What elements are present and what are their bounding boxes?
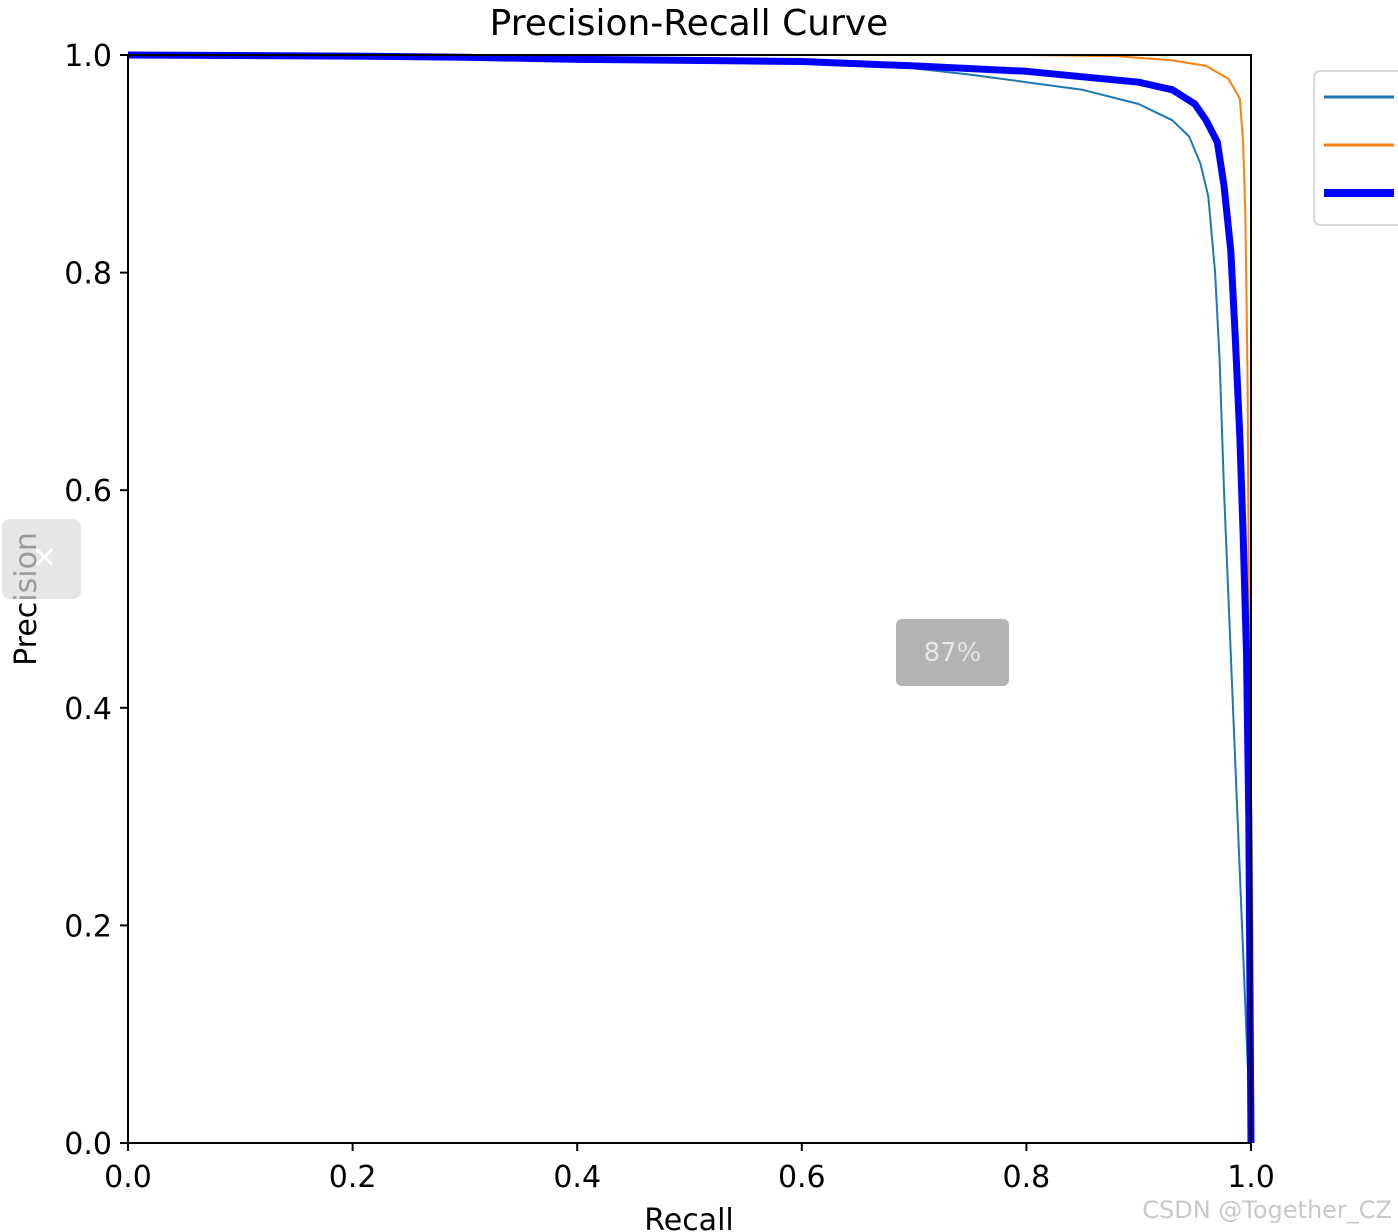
x-axis: 0.0 0.2 0.4 0.6 0.8 1.0 <box>104 1143 1275 1195</box>
axes-frame <box>127 54 1252 1144</box>
x-tick-label: 0.0 <box>104 1160 152 1195</box>
plot-area <box>127 51 1255 1144</box>
close-icon[interactable]: ✕ <box>32 541 58 576</box>
legend <box>1313 70 1398 226</box>
y-axis: 0.0 0.2 0.4 0.6 0.8 1.0 <box>64 39 128 1162</box>
y-tick-label: 0.6 <box>64 474 112 509</box>
y-tick-label: 1.0 <box>64 39 112 74</box>
series-line-1 <box>127 54 1252 1144</box>
series-line-2 <box>128 54 1252 1144</box>
y-tick-label: 0.0 <box>64 1127 112 1162</box>
x-tick-label: 0.6 <box>778 1160 826 1195</box>
watermark: CSDN @Together_CZ <box>1142 1196 1392 1224</box>
zoom-level-badge: 87% <box>896 619 1009 686</box>
x-tick-label: 0.4 <box>553 1160 601 1195</box>
y-tick-label: 0.2 <box>64 909 112 944</box>
x-tick-label: 0.8 <box>1003 1160 1051 1195</box>
x-axis-label: Recall <box>644 1203 734 1232</box>
y-tick-label: 0.8 <box>64 257 112 292</box>
x-tick-label: 0.2 <box>329 1160 377 1195</box>
y-tick-label: 0.4 <box>64 692 112 727</box>
x-tick-label: 1.0 <box>1227 1160 1275 1195</box>
series-line-3 <box>127 51 1255 1144</box>
collapse-handle[interactable]: ✕ <box>2 519 81 599</box>
legend-box <box>1313 70 1398 226</box>
chart-title: Precision-Recall Curve <box>490 3 889 44</box>
